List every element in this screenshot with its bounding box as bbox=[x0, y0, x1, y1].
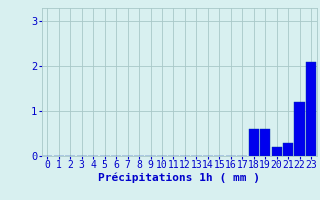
Bar bbox=[249, 129, 259, 156]
X-axis label: Précipitations 1h ( mm ): Précipitations 1h ( mm ) bbox=[98, 173, 260, 183]
Bar bbox=[294, 102, 305, 156]
Bar bbox=[260, 129, 270, 156]
Bar bbox=[271, 147, 282, 156]
Bar bbox=[283, 143, 293, 156]
Bar bbox=[306, 62, 316, 156]
